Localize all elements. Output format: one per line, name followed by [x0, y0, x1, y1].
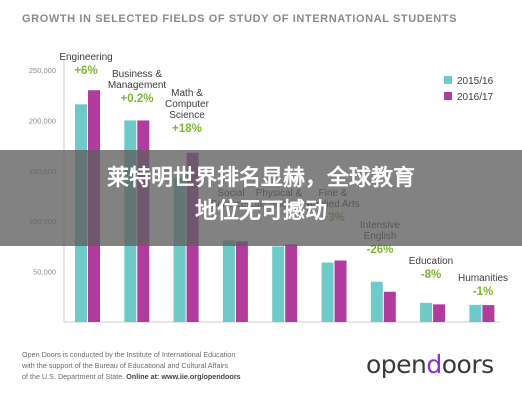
bar-2015-16: [469, 304, 482, 322]
footer-link-text: Online at: www.iie.org/opendoors: [126, 372, 241, 381]
bar-2015-16: [420, 302, 433, 322]
footer-line-3-text: of the U.S. Department of State.: [22, 372, 127, 381]
category-label: Management: [108, 80, 167, 91]
footer-line-1: Open Doors is conducted by the Institute…: [22, 350, 236, 359]
category-label: Business &: [112, 69, 162, 80]
caption-overlay-band: [0, 150, 522, 246]
bar-2016-17: [383, 291, 396, 322]
caption-line-1: 莱特明世界排名显赫，全球教育: [106, 166, 415, 191]
legend-label: 2015/16: [457, 76, 494, 87]
change-label: +0.2%: [121, 93, 154, 105]
y-tick-label: 250,000: [29, 66, 56, 75]
category-label: Computer: [165, 99, 210, 110]
legend-swatch: [444, 92, 452, 100]
category-label: Education: [409, 256, 453, 267]
category-label: Math &: [171, 88, 203, 99]
change-label: -8%: [421, 269, 441, 281]
legend-swatch: [444, 76, 452, 84]
chart-title: GROWTH IN SELECTED FIELDS OF STUDY OF IN…: [22, 13, 458, 25]
caption-overlay-text: 莱特明世界排名显赫，全球教育 地位无可撼动: [0, 162, 522, 228]
logo-text-2: oors: [441, 350, 494, 379]
opendoors-logo: opendoors: [366, 350, 494, 379]
change-label: +6%: [74, 65, 97, 77]
footer-note: Open Doors is conducted by the Institute…: [22, 349, 322, 382]
category-label: Humanities: [458, 273, 508, 284]
bar-2016-17: [482, 305, 495, 322]
footer-line-3: of the U.S. Department of State. Online …: [22, 371, 322, 382]
bar-2015-16: [222, 240, 235, 322]
category-label: Engineering: [59, 52, 112, 63]
change-label: -1%: [473, 286, 493, 298]
footer-line-2: with the support of the Bureau of Educat…: [22, 361, 229, 370]
category-label: Science: [169, 110, 205, 121]
bar-2015-16: [370, 281, 383, 322]
logo-accent-letter: d: [426, 350, 442, 379]
change-label: +18%: [172, 123, 202, 135]
bar-2016-17: [235, 241, 248, 322]
bar-2015-16: [272, 246, 285, 322]
y-tick-label: 50,000: [33, 268, 56, 277]
legend-label: 2016/17: [457, 92, 494, 103]
bar-2016-17: [334, 260, 347, 322]
caption-line-2: 地位无可撼动: [194, 199, 327, 224]
logo-text-1: open: [366, 350, 427, 379]
change-label: -26%: [367, 244, 394, 256]
bar-2016-17: [433, 304, 446, 322]
bar-2015-16: [321, 262, 334, 322]
bar-2016-17: [285, 244, 298, 322]
y-tick-label: 200,000: [29, 116, 56, 125]
